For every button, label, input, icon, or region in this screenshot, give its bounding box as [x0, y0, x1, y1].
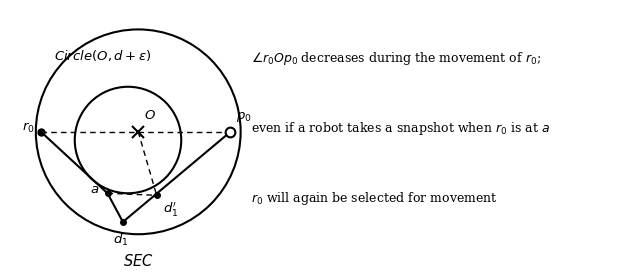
Text: $Circle(O, d+\epsilon)$: $Circle(O, d+\epsilon)$: [54, 47, 151, 62]
Text: $d_1'$: $d_1'$: [163, 200, 178, 218]
Text: $SEC$: $SEC$: [123, 253, 154, 269]
Text: $r_0$: $r_0$: [22, 121, 35, 135]
Text: $r_0$ will again be selected for movement: $r_0$ will again be selected for movemen…: [251, 190, 498, 207]
Text: $a$: $a$: [90, 183, 99, 196]
Text: $\angle r_0Op_0$ decreases during the movement of $r_0$;: $\angle r_0Op_0$ decreases during the mo…: [251, 50, 541, 67]
Text: $d_1$: $d_1$: [113, 232, 129, 248]
Text: even if a robot takes a snapshot when $r_0$ is at $a$: even if a robot takes a snapshot when $r…: [251, 120, 550, 137]
Text: $O$: $O$: [145, 109, 156, 122]
Text: $p_0$: $p_0$: [236, 110, 252, 124]
